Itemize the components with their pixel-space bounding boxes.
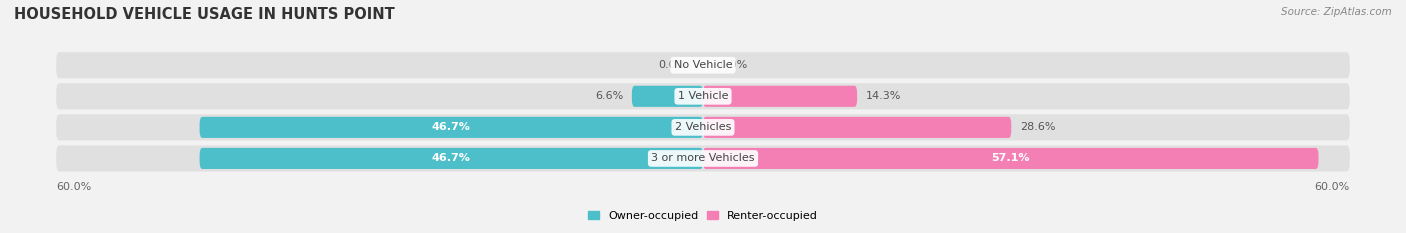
FancyBboxPatch shape [56,52,1350,78]
Text: 57.1%: 57.1% [991,154,1031,163]
FancyBboxPatch shape [703,148,1319,169]
Text: 2 Vehicles: 2 Vehicles [675,122,731,132]
Text: 14.3%: 14.3% [866,91,901,101]
FancyBboxPatch shape [703,86,858,107]
FancyBboxPatch shape [200,117,703,138]
Text: 0.0%: 0.0% [658,60,688,70]
Text: 60.0%: 60.0% [56,182,91,192]
FancyBboxPatch shape [200,148,703,169]
Text: 6.6%: 6.6% [595,91,623,101]
Text: 3 or more Vehicles: 3 or more Vehicles [651,154,755,163]
FancyBboxPatch shape [56,145,1350,171]
Text: 1 Vehicle: 1 Vehicle [678,91,728,101]
Text: HOUSEHOLD VEHICLE USAGE IN HUNTS POINT: HOUSEHOLD VEHICLE USAGE IN HUNTS POINT [14,7,395,22]
Text: 46.7%: 46.7% [432,154,471,163]
FancyBboxPatch shape [703,117,1011,138]
FancyBboxPatch shape [631,86,703,107]
FancyBboxPatch shape [56,114,1350,140]
Text: 60.0%: 60.0% [1315,182,1350,192]
Text: 0.0%: 0.0% [720,60,748,70]
Text: 28.6%: 28.6% [1019,122,1056,132]
Legend: Owner-occupied, Renter-occupied: Owner-occupied, Renter-occupied [583,206,823,225]
Text: 46.7%: 46.7% [432,122,471,132]
FancyBboxPatch shape [56,83,1350,109]
Text: No Vehicle: No Vehicle [673,60,733,70]
Text: Source: ZipAtlas.com: Source: ZipAtlas.com [1281,7,1392,17]
